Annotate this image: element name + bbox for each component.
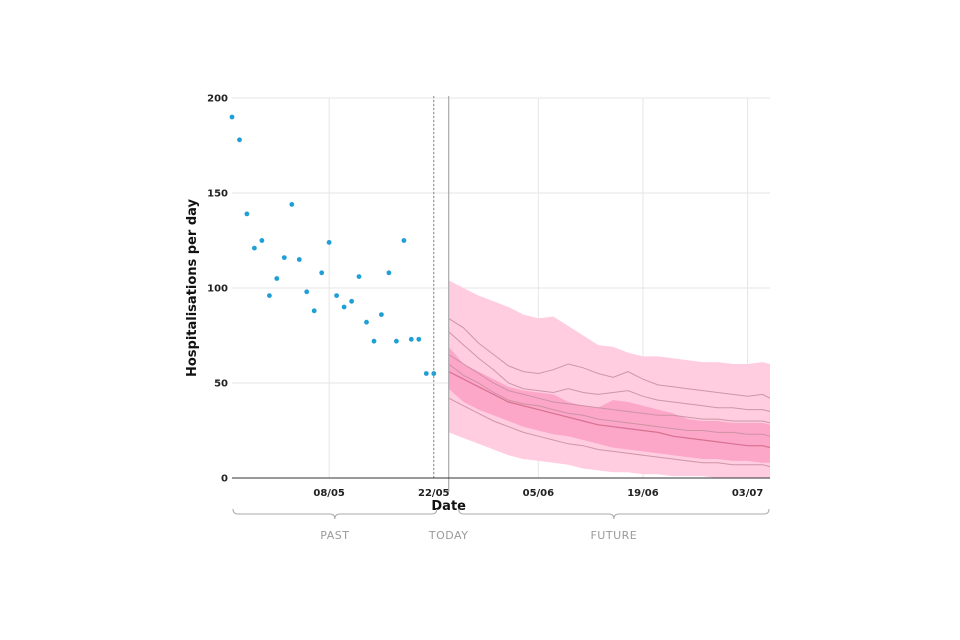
observed-point: [267, 293, 272, 298]
sample-path: [448, 317, 771, 399]
observed-point: [311, 308, 317, 314]
observed-point: [341, 304, 347, 310]
x-tick-label: 05/06: [523, 488, 555, 499]
observed-point: [386, 270, 392, 276]
observed-point: [319, 270, 325, 276]
x-tick-label: 08/05: [313, 488, 345, 499]
y-tick-label: 50: [214, 379, 228, 390]
observed-point: [356, 274, 362, 279]
y-tick-label: 150: [207, 189, 228, 200]
observed-point: [259, 238, 265, 243]
forecast-bands: [448, 280, 770, 478]
observed-point: [349, 298, 354, 304]
sample-path: [448, 363, 771, 437]
y-tick-label: 0: [221, 474, 228, 485]
period-label: FUTURE: [590, 529, 637, 542]
sample-path: [448, 331, 771, 412]
reference-lines: [433, 96, 450, 492]
period-label: TODAY: [428, 529, 469, 542]
x-tick-label: 03/07: [732, 488, 764, 499]
observed-point: [244, 211, 250, 217]
period-label: PAST: [320, 529, 349, 542]
observed-point: [401, 238, 407, 243]
sample-path: [448, 397, 771, 468]
observed-point: [289, 202, 295, 207]
observed-point: [296, 257, 302, 262]
observed-point: [334, 293, 339, 298]
sample-path: [448, 354, 771, 424]
observed-point: [408, 336, 414, 342]
observed-point: [304, 289, 310, 295]
observed-point: [416, 336, 422, 342]
observed-point: [326, 240, 332, 245]
observed-point: [371, 338, 377, 344]
median-line: [448, 371, 771, 449]
observed-points: [229, 114, 437, 376]
inner-interval-band: [448, 346, 770, 463]
x-tick-label: 19/06: [627, 488, 659, 499]
observed-point: [281, 255, 287, 260]
observed-point: [274, 276, 280, 281]
observed-point: [423, 371, 429, 376]
observed-point: [237, 137, 242, 143]
period-bracket: [458, 508, 770, 520]
observed-point: [394, 338, 399, 344]
period-brackets: PAST TODAY FUTURE: [232, 508, 770, 542]
observed-point: [379, 312, 384, 317]
forecast-sample-paths: [448, 317, 771, 468]
x-tick-label: 22/05: [418, 488, 450, 499]
observed-point: [364, 319, 369, 325]
y-tick-label: 100: [207, 284, 228, 295]
observed-point: [252, 245, 257, 251]
observed-point: [229, 114, 235, 120]
period-bracket: [232, 508, 438, 520]
x-axis-title: Date: [431, 499, 466, 514]
y-tick-label: 200: [207, 94, 228, 105]
tick-labels: 0 50 100 150 200 08/05 22/05 05/06 19/06 03/07: [207, 94, 763, 500]
y-axis-title: Hospitalisations per day: [185, 198, 200, 377]
